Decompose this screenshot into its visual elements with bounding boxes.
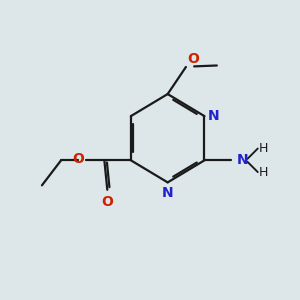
Text: H: H [258,166,268,178]
Text: N: N [208,109,220,123]
Text: O: O [101,195,113,209]
Text: O: O [73,152,84,166]
Text: N: N [162,186,173,200]
Text: O: O [188,52,199,66]
Text: N: N [236,153,248,167]
Text: H: H [258,142,268,155]
